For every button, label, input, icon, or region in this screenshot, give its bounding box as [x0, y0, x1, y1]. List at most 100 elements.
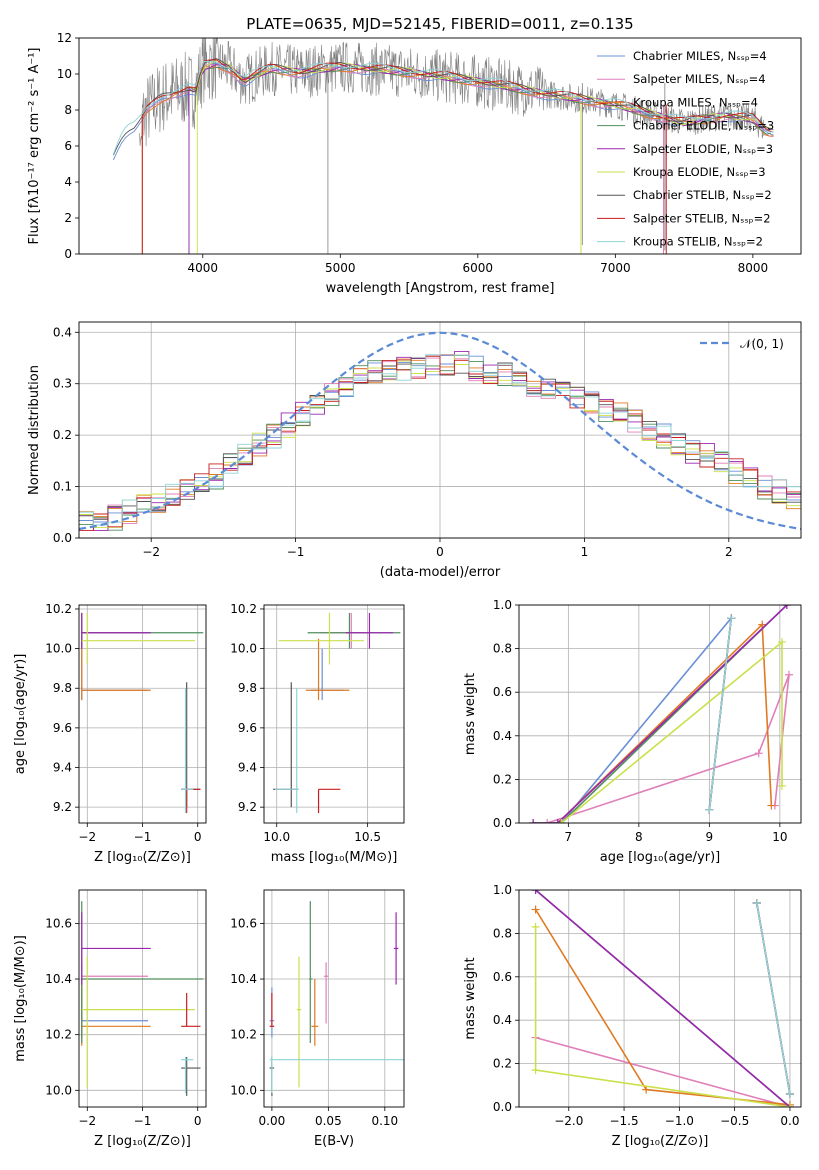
mass_vs_Z-ylabel: mass [log₁₀(M/M⊙)]	[13, 935, 28, 1062]
spectrum-ytick-label: 12	[57, 31, 72, 45]
legend-label-chabrier_miles: Chabrier MILES, Nₛₛₚ=4	[633, 49, 767, 63]
age_vs_Z-ytick-label: 10.0	[45, 642, 72, 656]
salpeter_elodie-massweight_vs_age-marker	[553, 819, 562, 823]
spectrum-xtick-label: 7000	[600, 261, 631, 275]
age_vs_mass-plot-area	[273, 612, 401, 814]
massweight_vs_age-ytick-label: 0.4	[493, 729, 512, 743]
mass_vs_Z-xtick-label: −2	[78, 1114, 96, 1128]
spectrum-plot-area	[112, 38, 774, 254]
spectrum-ytick-label: 4	[64, 175, 72, 189]
massweight_vs_age-plot-area	[529, 605, 794, 823]
spectrum-legend: Chabrier MILES, Nₛₛₚ=4 Salpeter MILES, Nₛ…	[597, 49, 774, 249]
age_vs_mass-xtick-label: 10.5	[354, 830, 381, 844]
spectrum-ylabel: Flux [fλ10⁻¹⁷ erg cm⁻² s⁻¹ A⁻¹]	[27, 48, 42, 245]
age_vs_mass-ytick-label: 9.8	[238, 681, 257, 695]
age_vs_mass-ytick-label: 10.0	[230, 642, 257, 656]
mass_vs_ebv-xtick-label: 0.05	[315, 1114, 342, 1128]
legend-label-kroupa_elodie: Kroupa ELODIE, Nₛₛₚ=3	[633, 165, 766, 179]
mass_vs_ebv-xlabel: E(B-V)	[314, 1134, 354, 1149]
kroupa_miles-massweight_vs_Z-marker	[642, 1085, 651, 1094]
age_vs_Z-frame	[78, 604, 207, 824]
massweight_vs_Z-ytick-label: 1.0	[493, 883, 512, 897]
spectrum-frame	[78, 37, 802, 255]
kroupa_stelib-massweight_vs_Z-line	[756, 902, 791, 1095]
kroupa_stelib-massweight_vs_Z-marker	[785, 1089, 794, 1098]
massweight_vs_age-frame	[518, 604, 802, 824]
residuals-xtick-label: −2	[142, 545, 160, 559]
kroupa_stelib-hist	[79, 354, 801, 526]
mass_vs_ebv-ytick-label: 10.6	[230, 916, 257, 930]
kroupa_elodie-massweight_vs_Z-line	[534, 926, 791, 1107]
legend-label-chabrier_stelib: Chabrier STELIB, Nₛₛₚ=2	[633, 188, 772, 202]
age_vs_Z-xlabel: Z [log₁₀(Z/Z⊙)]	[94, 850, 191, 865]
kroupa_miles-massweight_vs_age-marker	[758, 620, 767, 629]
massweight_vs_age-ytick-label: 0.6	[493, 685, 512, 699]
massweight_vs_age-ylabel: mass weight	[463, 673, 478, 755]
massweight_vs_Z-ytick-label: 0.8	[493, 926, 512, 940]
age_vs_Z-ytick-label: 9.2	[53, 800, 72, 814]
residuals-ytick-label: 0.2	[53, 428, 72, 442]
salpeter_elodie-spectrum-line	[188, 63, 771, 254]
mass_vs_Z-frame	[78, 889, 207, 1108]
massweight_vs_Z-frame	[518, 889, 802, 1108]
residuals-plot-area	[79, 331, 801, 532]
age_vs_mass-ytick-label: 9.4	[238, 761, 257, 775]
residuals-xtick-label: 1	[581, 545, 589, 559]
age_vs_Z-plot-area	[81, 612, 204, 814]
massweight_vs_age-ytick-label: 0.2	[493, 772, 512, 786]
mass_vs_ebv-frame	[263, 889, 405, 1108]
massweight_vs_Z-xlabel: Z [log₁₀(Z/Z⊙)]	[612, 1134, 709, 1149]
age_vs_mass-ytick-label: 10.2	[230, 602, 257, 616]
age_vs_Z-ytick-label: 9.8	[53, 681, 72, 695]
mass_vs_ebv-ytick-label: 10.4	[230, 972, 257, 986]
spectrum-ytick-label: 0	[64, 247, 72, 261]
kroupa_elodie-massweight_vs_age-line	[560, 640, 783, 823]
massweight_vs_age-xtick-label: 9	[706, 830, 714, 844]
kroupa_stelib-massweight_vs_age-marker	[705, 805, 714, 814]
mass_vs_ebv-xtick-label: 0.00	[259, 1114, 286, 1128]
age_vs_mass-frame	[263, 604, 405, 824]
massweight_vs_Z-xtick-label: −2.0	[554, 1114, 583, 1128]
residuals-ytick-label: 0.4	[53, 325, 72, 339]
salpeter_elodie-massweight_vs_age-marker	[529, 819, 538, 823]
mass_vs_Z-xtick-label: −1	[134, 1114, 152, 1128]
kroupa_elodie-massweight_vs_age-marker	[557, 819, 566, 823]
mass_vs_ebv-ytick-label: 10.2	[230, 1028, 257, 1042]
salpeter_miles-massweight_vs_age-marker	[754, 749, 763, 758]
salpeter_elodie-massweight_vs_age-marker	[782, 605, 791, 609]
age_vs_Z-panel: −2 −1 0 9.2 9.4 9.6 9.8 10.0 10.2 Z [log₁₀(Z/Z⊙)]…	[13, 602, 207, 865]
kroupa_elodie-massweight_vs_Z-marker	[531, 1066, 540, 1075]
salpeter_elodie-massweight_vs_Z-line	[535, 890, 791, 1107]
massweight_vs_Z-ytick-label: 0.2	[493, 1057, 512, 1071]
chabrier_elodie-massweight_vs_age-line	[533, 605, 788, 823]
residuals-legend: 𝒩(0, 1)	[700, 337, 784, 351]
residuals-ytick-label: 0.3	[53, 377, 72, 391]
massweight_vs_Z-xtick-label: −1.5	[609, 1114, 638, 1128]
residuals-xtick-label: 2	[725, 545, 733, 559]
residuals-ytick-label: 0.0	[53, 531, 72, 545]
residuals-xtick-label: −1	[287, 545, 305, 559]
massweight_vs_age-xtick-label: 10	[772, 830, 787, 844]
spectrum-ytick-label: 6	[64, 139, 72, 153]
mass_vs_Z-ytick-label: 10.2	[45, 1028, 72, 1042]
chabrier_elodie-spectrum-line	[188, 65, 771, 254]
salpeter_stelib-spectrum-line	[141, 59, 774, 254]
mass_vs_Z-xlabel: Z [log₁₀(Z/Z⊙)]	[94, 1134, 191, 1149]
mass_vs_Z-xtick-label: 0	[194, 1114, 202, 1128]
age_vs_Z-xtick-label: −1	[134, 830, 152, 844]
mass_vs_Z-ytick-label: 10.0	[45, 1083, 72, 1097]
salpeter_miles-massweight_vs_age-marker	[785, 670, 794, 679]
normal-curve	[79, 331, 801, 531]
age_vs_Z-xtick-label: 0	[194, 830, 202, 844]
kroupa_elodie-massweight_vs_Z-marker	[531, 922, 540, 931]
age_vs_mass-panel: 10.0 10.5 9.2 9.4 9.6 9.8 10.0 10.2 mass [log₁₀(…	[230, 602, 405, 865]
age_vs_mass-ytick-label: 9.2	[238, 800, 257, 814]
mass_vs_Z-panel: −2 −1 0 10.0 10.2 10.4 10.6 Z [log₁₀(Z/Z⊙)] mass…	[13, 889, 207, 1149]
spectrum-ytick-label: 8	[64, 103, 72, 117]
residuals-xlabel: (data-model)/error	[380, 565, 501, 580]
mass_vs_ebv-ytick-label: 10.0	[230, 1083, 257, 1097]
residuals-ytick-label: 0.1	[53, 480, 72, 494]
age_vs_mass-ytick-label: 9.6	[238, 721, 257, 735]
spectrum-ytick-label: 2	[64, 211, 72, 225]
